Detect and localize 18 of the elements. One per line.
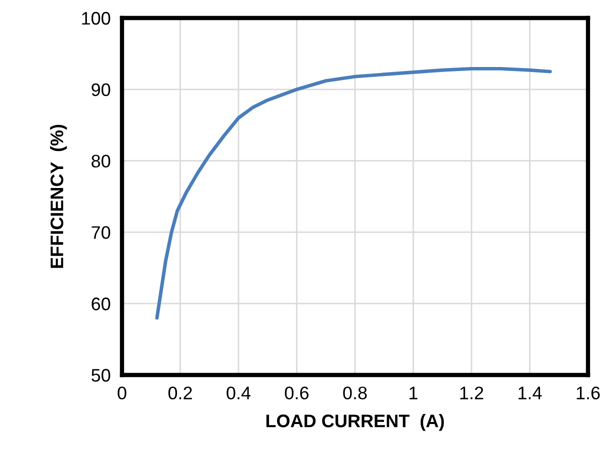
y-tick-label: 100	[82, 12, 110, 25]
y-tick-label: 80	[92, 154, 110, 168]
y-tick-label: 50	[92, 368, 110, 382]
x-tick-label: 0	[118, 386, 126, 400]
x-tick-label: 0.2	[168, 386, 192, 400]
x-tick-label: 1.4	[518, 386, 542, 400]
y-tick-label: 60	[92, 298, 110, 310]
y-axis-title: EFFICIENCY (%)	[50, 124, 67, 268]
x-axis-title: LOAD CURRENT (A)	[266, 414, 444, 431]
x-tick-label: 1.2	[460, 386, 484, 400]
x-tick-label: 0.8	[343, 386, 367, 400]
x-tick-label: 1	[410, 386, 418, 400]
x-tick-label: 0.6	[284, 386, 309, 400]
y-tick-label: 90	[92, 83, 110, 96]
x-tick-label: 1.6	[576, 386, 600, 400]
line-series	[155, 66, 552, 320]
y-tick-label: 70	[92, 226, 110, 239]
x-tick-label: 0.4	[226, 386, 251, 400]
